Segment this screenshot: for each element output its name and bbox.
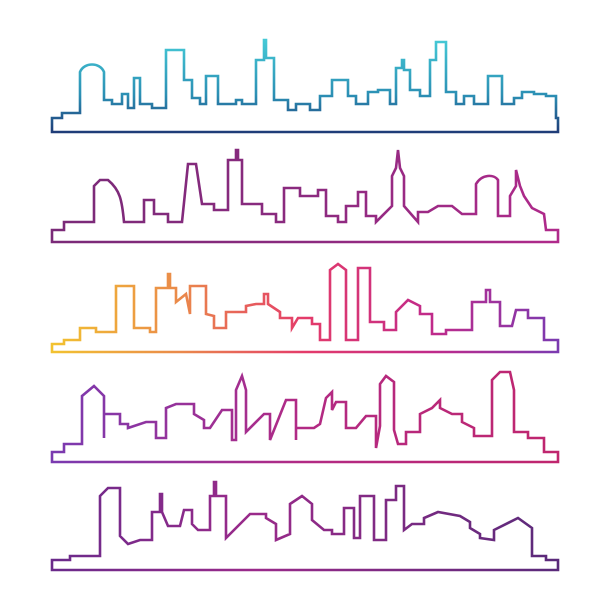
- skyline-5: [50, 480, 560, 572]
- skyline-2: [50, 148, 560, 244]
- skyline-4: [50, 370, 560, 464]
- skyline-3: [50, 262, 560, 354]
- skyline-1: [50, 38, 560, 134]
